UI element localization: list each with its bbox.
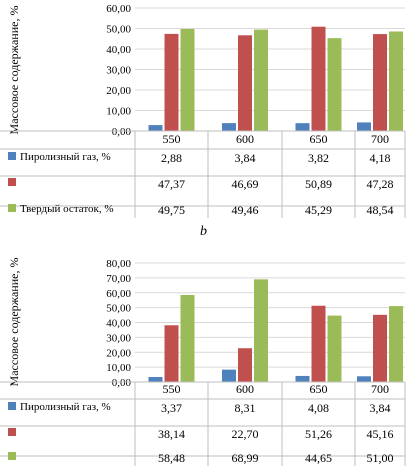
y-tick-label: 40,00 (106, 318, 131, 330)
data-label: 68,99 (232, 451, 259, 465)
bar-1-2-3 (389, 306, 403, 382)
legend-label: Пиролизный газ, % (20, 151, 111, 163)
bar-0-0-3 (357, 122, 371, 131)
y-tick-label: 30,00 (106, 65, 131, 77)
y-axis-label: Массовое содержание, % (7, 6, 21, 135)
data-label: 49,46 (232, 203, 259, 217)
y-tick-label: 0,00 (112, 377, 132, 389)
legend-label: Пиролизный газ, % (20, 401, 111, 413)
bar-0-2-3 (389, 31, 403, 132)
data-label: 48,54 (367, 203, 394, 217)
bar-1-0-1 (222, 369, 236, 382)
bar-1-1-0 (164, 325, 179, 382)
category-label: 700 (371, 382, 389, 396)
bar-1-1-1 (238, 348, 252, 382)
data-label: 46,69 (232, 177, 259, 191)
y-tick-label: 70,00 (106, 273, 131, 285)
y-axis-label: Массовое содержание, % (7, 258, 21, 387)
y-tick-label: 10,00 (106, 362, 131, 374)
data-label: 3,84 (235, 151, 256, 165)
y-tick-label: 80,00 (106, 258, 131, 270)
data-label: 49,75 (158, 203, 185, 217)
data-label: 47,28 (367, 177, 394, 191)
bar-0-0-2 (295, 123, 310, 131)
bar-0-1-1 (238, 35, 252, 131)
data-label: 2,88 (161, 151, 182, 165)
y-tick-label: 20,00 (106, 347, 131, 359)
bar-1-0-2 (295, 375, 310, 382)
legend-swatch-0 (8, 152, 16, 160)
bar-1-1-2 (311, 305, 326, 382)
y-tick-label: 40,00 (106, 44, 131, 56)
data-label: 3,37 (161, 401, 182, 415)
data-label: 51,00 (367, 451, 394, 465)
data-label: 4,08 (308, 401, 329, 415)
legend-swatch-1 (8, 428, 16, 436)
y-tick-label: 50,00 (106, 24, 131, 36)
data-label: 38,14 (158, 427, 185, 441)
bar-0-1-0 (164, 33, 179, 132)
data-label: 51,26 (305, 427, 332, 441)
legend-swatch-2 (8, 452, 16, 460)
data-label: 3,84 (370, 401, 391, 415)
y-tick-label: 60,00 (106, 288, 131, 300)
legend-swatch-0 (8, 402, 16, 410)
bar-1-2-2 (327, 315, 342, 382)
bar-0-2-0 (180, 29, 195, 132)
bar-1-2-0 (180, 295, 195, 382)
y-tick-label: 10,00 (106, 106, 131, 118)
category-label: 600 (236, 132, 254, 146)
data-label: 44,65 (305, 451, 332, 465)
y-tick-label: 20,00 (106, 85, 131, 97)
bar-1-0-3 (357, 376, 371, 382)
legend-swatch-1 (8, 178, 16, 186)
bar-0-0-0 (148, 125, 163, 131)
bar-0-1-2 (311, 26, 326, 132)
y-tick-label: 60,00 (106, 3, 131, 15)
data-label: 3,82 (308, 151, 329, 165)
legend-label: Твердый остаток, % (20, 203, 114, 215)
bar-0-1-3 (373, 34, 387, 131)
bar-0-2-1 (254, 29, 268, 131)
legend-swatch-2 (8, 204, 16, 212)
figure-caption: b (200, 224, 207, 239)
category-label: 650 (310, 132, 328, 146)
y-tick-label: 0,00 (112, 126, 132, 138)
data-label: 58,48 (158, 451, 185, 465)
y-tick-label: 50,00 (106, 303, 131, 315)
data-label: 45,16 (367, 427, 394, 441)
data-label: 45,29 (305, 203, 332, 217)
y-tick-label: 30,00 (106, 332, 131, 344)
category-label: 700 (371, 132, 389, 146)
data-label: 50,89 (305, 177, 332, 191)
bar-1-1-3 (373, 314, 387, 382)
category-label: 550 (163, 132, 181, 146)
data-label: 47,37 (158, 177, 185, 191)
category-label: 650 (310, 382, 328, 396)
data-label: 22,70 (232, 427, 259, 441)
bar-0-2-2 (327, 38, 342, 131)
bar-1-0-0 (148, 376, 163, 382)
bar-1-2-1 (254, 279, 268, 382)
bar-0-0-1 (222, 123, 236, 131)
data-label: 4,18 (370, 151, 391, 165)
category-label: 600 (236, 382, 254, 396)
category-label: 550 (163, 382, 181, 396)
data-label: 8,31 (235, 401, 256, 415)
